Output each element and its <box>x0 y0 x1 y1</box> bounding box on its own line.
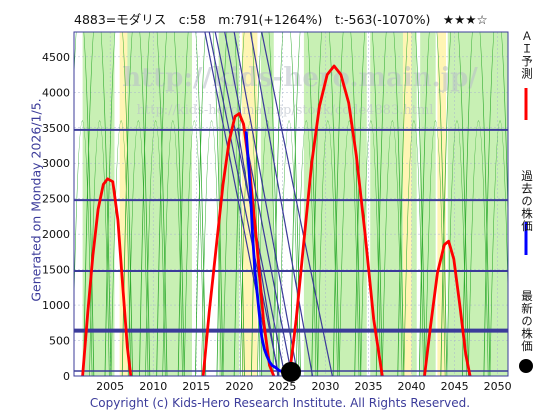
legend-marks <box>519 88 533 373</box>
yellow-band <box>119 32 128 376</box>
cycle-curve <box>121 32 151 376</box>
y-tick-label: 4500 <box>42 51 70 64</box>
y-tick-label: 500 <box>49 335 70 348</box>
ai-forecast-line <box>81 177 133 376</box>
watermark-url-secondary: http://kids-hero.main.jp/stock/code4883.… <box>137 103 434 118</box>
legend-latest-price-label: 最新の株価 <box>520 290 534 353</box>
cycle-curve <box>461 32 491 376</box>
cycle-curve <box>156 32 185 376</box>
cycle-curve <box>483 32 508 376</box>
latest-price-marker <box>281 361 301 382</box>
cycle-curve <box>177 32 207 376</box>
x-tick-label: 2045 <box>441 380 469 393</box>
ai-forecast-line <box>287 64 384 376</box>
cycle-curve <box>272 32 301 376</box>
axes: 2005 2010 2015 2020 2025 2030 2035 2040 2045 2050… <box>42 51 512 393</box>
cycle-curve <box>418 32 448 376</box>
watermark-group: http://kids-hero.main.jp/ http://kids-he… <box>122 63 478 118</box>
y-tick-label: 2500 <box>42 193 70 206</box>
ai-forecast-line <box>423 239 472 376</box>
trend-line <box>249 32 314 376</box>
cycle-curve <box>354 32 383 376</box>
y-tick-label: 3500 <box>42 122 70 135</box>
legend-past-price-label: 過去の株価 <box>520 170 534 233</box>
y-tick-label: 1000 <box>42 299 70 312</box>
trend-line <box>208 32 280 376</box>
x-tick-label: 2030 <box>311 380 339 393</box>
cycle-curve <box>397 32 426 376</box>
y-tick-label: 1500 <box>42 264 70 277</box>
watermark-url: http://kids-hero.main.jp/ <box>122 63 478 93</box>
cycle-curve <box>311 32 340 376</box>
legend-latest-price-swatch <box>519 359 533 373</box>
cycle-curve <box>375 32 405 376</box>
x-tick-label: 2050 <box>484 380 512 393</box>
cycle-curve <box>83 32 112 376</box>
y-tick-label: 2000 <box>42 228 70 241</box>
x-tick-label: 2010 <box>139 380 167 393</box>
legend-ai-forecast-label: ＡＩ予測 <box>520 30 534 80</box>
copyright-notice: Copyright (c) Kids-Hero Research Institu… <box>89 396 471 410</box>
cycle-curve <box>139 32 168 376</box>
cycle-curve <box>233 32 263 376</box>
chart-title: 4883=モダリス c:58 m:791(+1264%) t:-563(-107… <box>74 12 488 27</box>
cycle-curve <box>104 32 133 376</box>
yellow-band <box>437 32 446 376</box>
trend-line <box>261 32 333 376</box>
x-tick-label: 2005 <box>96 380 124 393</box>
green-band <box>420 32 436 376</box>
cycle-curve <box>440 32 469 376</box>
x-tick-label: 2015 <box>182 380 210 393</box>
cycle-curve <box>332 32 362 376</box>
y-tick-label: 0 <box>63 370 70 383</box>
x-tick-label: 2040 <box>398 380 426 393</box>
ai-forecast-line <box>201 112 276 376</box>
trend-line <box>204 32 274 376</box>
trend-line <box>224 32 293 376</box>
x-tick-label: 2025 <box>268 380 296 393</box>
cycle-curve <box>195 32 224 376</box>
y-tick-label: 3000 <box>42 157 70 170</box>
x-tick-label: 2035 <box>355 380 383 393</box>
trend-line <box>233 32 299 376</box>
past-price-line <box>244 131 283 373</box>
y-tick-label: 4000 <box>42 86 70 99</box>
yellow-band <box>402 32 412 376</box>
green-band <box>447 32 508 376</box>
cycle-curve <box>74 32 95 376</box>
x-tick-label: 2020 <box>225 380 253 393</box>
